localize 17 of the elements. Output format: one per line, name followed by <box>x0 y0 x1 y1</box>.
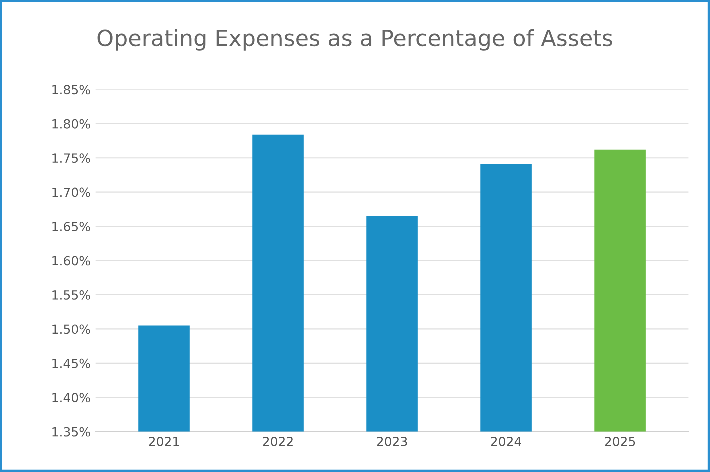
x-tick-label: 2023 <box>377 436 408 446</box>
x-tick-label: 2025 <box>605 436 636 446</box>
y-tick-label: 1.80% <box>52 119 90 129</box>
y-tick-label: 1.35% <box>52 427 90 437</box>
y-tick-label: 1.75% <box>52 154 90 164</box>
x-tick-label: 2022 <box>263 436 293 446</box>
y-tick-label: 1.85% <box>52 85 90 95</box>
y-tick-label: 1.45% <box>52 358 90 368</box>
y-tick-label: 1.55% <box>52 290 90 300</box>
x-tick-label: 2021 <box>149 436 180 446</box>
y-tick-label: 1.40% <box>52 393 90 403</box>
y-tick-label: 1.50% <box>52 324 90 334</box>
y-tick-label: 1.65% <box>52 222 90 232</box>
y-tick-label: 1.70% <box>52 188 90 198</box>
x-tick-label: 2024 <box>491 436 522 446</box>
y-tick-label: 1.60% <box>52 256 90 266</box>
chart-title: Operating Expenses as a Percentage of Assets <box>98 29 612 51</box>
